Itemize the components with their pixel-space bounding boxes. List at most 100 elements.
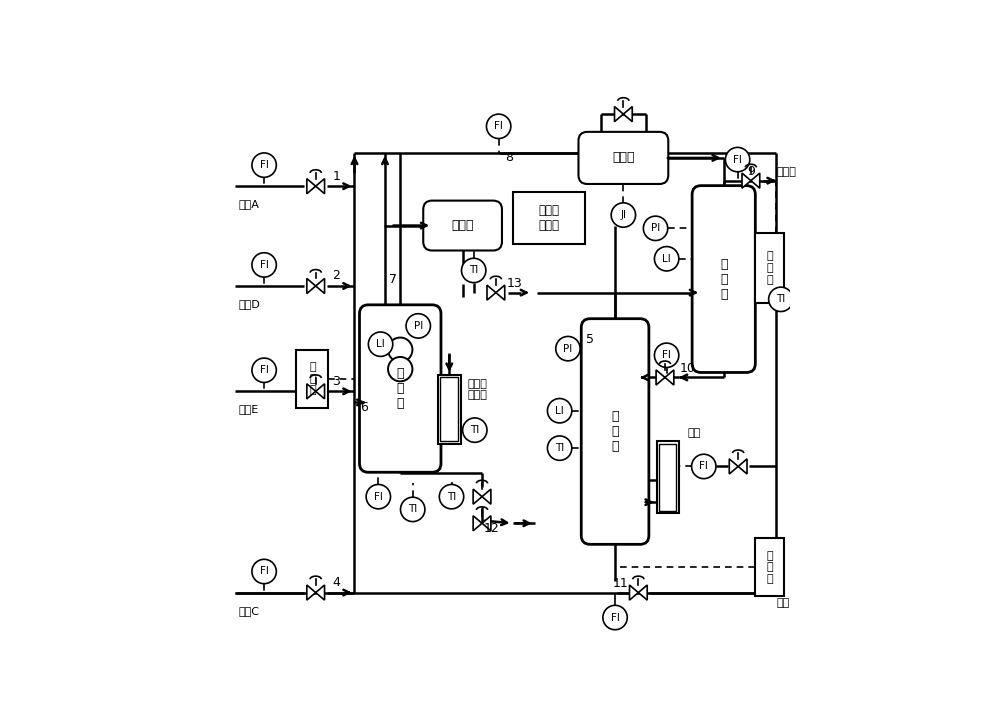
Circle shape (401, 498, 425, 521)
Circle shape (643, 216, 668, 240)
Text: 10: 10 (680, 362, 696, 375)
Text: 13: 13 (507, 277, 523, 290)
Text: 蒸汽: 蒸汽 (687, 428, 700, 438)
Text: 分
析
仪: 分 析 仪 (309, 362, 316, 395)
Bar (659, 444, 676, 510)
Text: FI: FI (662, 351, 671, 360)
Polygon shape (482, 489, 491, 504)
Bar (755, 539, 784, 596)
FancyBboxPatch shape (423, 201, 502, 251)
FancyBboxPatch shape (359, 305, 441, 472)
Text: LI: LI (662, 253, 671, 264)
Polygon shape (307, 179, 316, 194)
Circle shape (252, 559, 276, 584)
Text: 产品: 产品 (777, 598, 790, 608)
Text: 6: 6 (360, 401, 368, 414)
Circle shape (654, 343, 679, 367)
Circle shape (366, 485, 391, 509)
Circle shape (611, 203, 636, 228)
FancyBboxPatch shape (578, 132, 668, 184)
Polygon shape (751, 173, 760, 188)
Polygon shape (316, 585, 325, 600)
Text: FI: FI (260, 160, 269, 170)
Circle shape (406, 314, 430, 338)
Text: 反应器
冷却水: 反应器 冷却水 (468, 379, 487, 400)
Text: FI: FI (611, 613, 620, 623)
Polygon shape (629, 585, 638, 600)
Circle shape (692, 454, 716, 479)
Bar (657, 441, 679, 513)
FancyBboxPatch shape (581, 319, 649, 544)
Circle shape (388, 357, 412, 382)
Circle shape (769, 287, 793, 312)
Polygon shape (473, 516, 482, 531)
Text: 9: 9 (748, 165, 755, 178)
Circle shape (603, 606, 627, 630)
Text: FI: FI (260, 365, 269, 375)
Bar (512, 192, 585, 244)
Text: TI: TI (470, 425, 479, 435)
Polygon shape (473, 489, 482, 504)
Text: FI: FI (733, 155, 742, 165)
Text: PI: PI (651, 223, 660, 233)
Polygon shape (729, 459, 738, 474)
Circle shape (252, 253, 276, 277)
Text: JI: JI (620, 210, 626, 220)
Polygon shape (482, 516, 491, 531)
Text: 进料A: 进料A (238, 199, 259, 210)
Circle shape (547, 436, 572, 460)
Circle shape (654, 246, 679, 271)
Polygon shape (307, 585, 316, 600)
Text: TI: TI (447, 492, 456, 502)
Polygon shape (316, 179, 325, 194)
Text: 进料C: 进料C (238, 606, 259, 616)
Text: 12: 12 (484, 521, 499, 534)
Bar (755, 233, 784, 302)
Text: 进料D: 进料D (238, 299, 260, 309)
Text: FI: FI (494, 121, 503, 131)
Text: 分
析
仪: 分 析 仪 (766, 551, 773, 584)
Text: 分
离
器: 分 离 器 (720, 258, 727, 300)
Text: PI: PI (563, 343, 573, 354)
Text: 2: 2 (332, 269, 340, 282)
Text: FI: FI (260, 260, 269, 270)
Text: 3: 3 (332, 374, 340, 387)
Text: 进料E: 进料E (238, 405, 258, 415)
Circle shape (388, 338, 412, 362)
Text: TI: TI (469, 266, 478, 276)
Text: 解
析
塔: 解 析 塔 (611, 410, 619, 453)
FancyBboxPatch shape (692, 186, 755, 372)
Bar (438, 374, 461, 444)
Polygon shape (738, 459, 747, 474)
Text: 冷凝器: 冷凝器 (451, 219, 474, 232)
Text: FI: FI (699, 462, 708, 472)
Polygon shape (623, 107, 632, 122)
Polygon shape (496, 285, 505, 300)
Text: TI: TI (555, 443, 564, 453)
Bar (296, 350, 328, 408)
Polygon shape (307, 279, 316, 294)
Text: 5: 5 (586, 333, 594, 346)
Polygon shape (638, 585, 647, 600)
Text: 8: 8 (505, 151, 513, 164)
Polygon shape (665, 370, 674, 385)
Text: 反
应
器: 反 应 器 (396, 367, 404, 410)
Circle shape (463, 418, 487, 442)
Text: FI: FI (374, 492, 383, 502)
Text: 4: 4 (332, 576, 340, 589)
Text: 分
析
仪: 分 析 仪 (766, 251, 773, 284)
Polygon shape (307, 384, 316, 399)
Bar (440, 377, 458, 441)
Polygon shape (615, 107, 623, 122)
Text: 1: 1 (332, 169, 340, 183)
Text: 压缩机: 压缩机 (612, 151, 635, 164)
Text: LI: LI (376, 339, 385, 349)
Circle shape (486, 114, 511, 138)
Text: 7: 7 (389, 273, 397, 287)
Circle shape (725, 148, 750, 172)
Circle shape (368, 332, 393, 356)
Polygon shape (742, 173, 751, 188)
Text: TI: TI (408, 505, 417, 514)
Text: 冷凝器
冷却水: 冷凝器 冷却水 (538, 204, 559, 232)
Circle shape (461, 258, 486, 283)
